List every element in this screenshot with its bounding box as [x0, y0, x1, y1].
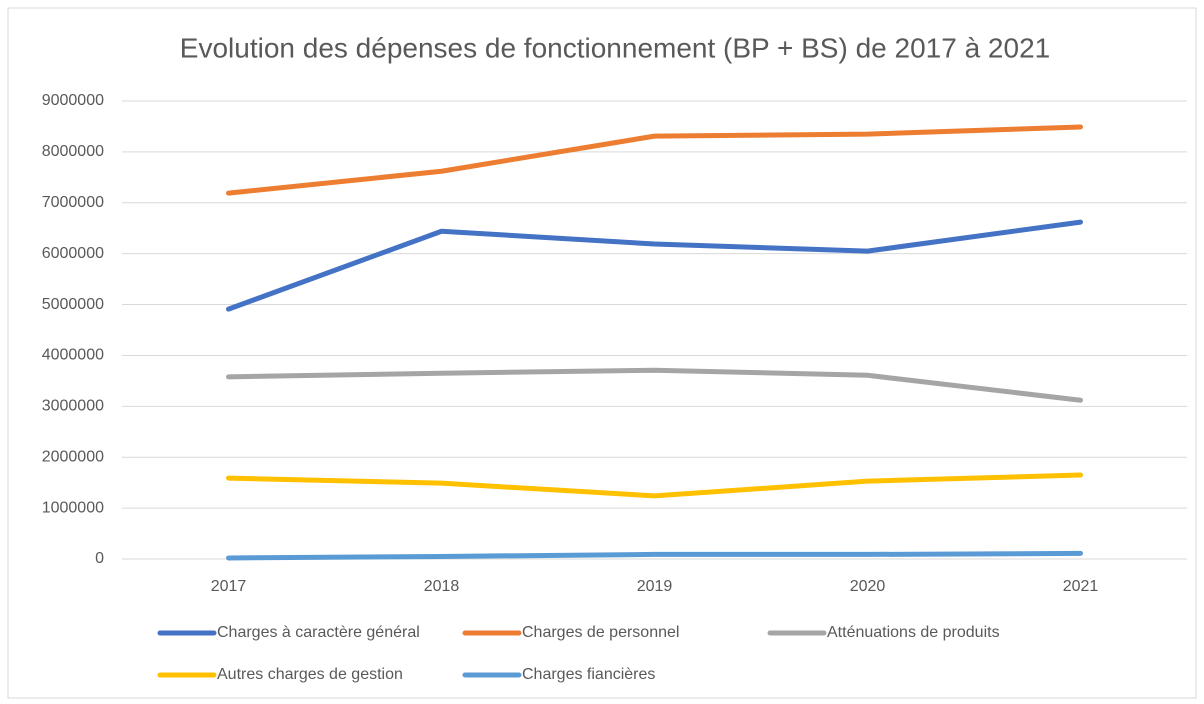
- y-tick-label: 0: [95, 550, 104, 567]
- series-line: [226, 472, 1083, 499]
- series-line: [226, 367, 1083, 403]
- series-line: [226, 124, 1083, 196]
- x-tick-label: 2021: [1063, 578, 1099, 595]
- x-tick-label: 2019: [637, 578, 673, 595]
- y-tick-label: 1000000: [42, 499, 104, 516]
- x-tick-label: 2018: [424, 578, 460, 595]
- y-tick-label: 4000000: [42, 347, 104, 364]
- y-tick-label: 7000000: [42, 194, 104, 211]
- y-tick-label: 8000000: [42, 143, 104, 160]
- y-tick-label: 6000000: [42, 245, 104, 262]
- legend-label: Autres charges de gestion: [217, 666, 403, 683]
- series-line: [226, 550, 1083, 561]
- series-line: [226, 219, 1083, 312]
- y-tick-label: 3000000: [42, 398, 104, 415]
- chart-border: [7, 7, 1197, 699]
- legend-label: Charges fiancières: [522, 666, 655, 683]
- y-tick-label: 5000000: [42, 296, 104, 313]
- legend-label: Charges de personnel: [522, 624, 679, 641]
- chart-title: Evolution des dépenses de fonctionnement…: [180, 32, 1050, 63]
- x-tick-label: 2020: [850, 578, 886, 595]
- y-tick-label: 9000000: [42, 92, 104, 109]
- legend-label: Charges à caractère général: [217, 624, 420, 641]
- x-tick-label: 2017: [211, 578, 247, 595]
- legend-label: Atténuations de produits: [827, 624, 1000, 641]
- y-tick-label: 2000000: [42, 448, 104, 465]
